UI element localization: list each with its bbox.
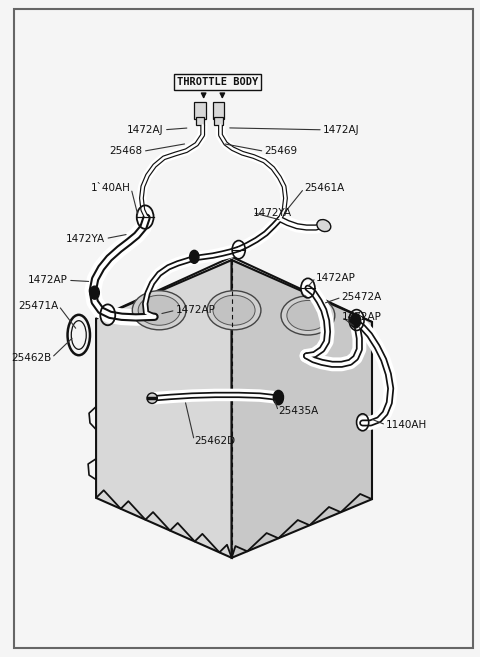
- Ellipse shape: [207, 290, 261, 330]
- Text: 1472AP: 1472AP: [176, 306, 216, 315]
- Text: 25461A: 25461A: [304, 183, 345, 193]
- Ellipse shape: [317, 219, 331, 231]
- Text: 1472AP: 1472AP: [28, 275, 68, 285]
- Text: 1472YA: 1472YA: [253, 208, 292, 217]
- Circle shape: [90, 286, 99, 299]
- Text: 1`40AH: 1`40AH: [91, 183, 131, 193]
- Text: 1472AP: 1472AP: [316, 273, 356, 283]
- FancyBboxPatch shape: [215, 118, 223, 125]
- Polygon shape: [96, 260, 232, 558]
- Circle shape: [350, 313, 361, 328]
- Ellipse shape: [287, 300, 329, 330]
- Text: 25435A: 25435A: [278, 406, 319, 417]
- Text: 1472AP: 1472AP: [342, 312, 382, 322]
- FancyBboxPatch shape: [14, 9, 472, 648]
- Text: 1472YA: 1472YA: [66, 234, 106, 244]
- Circle shape: [273, 390, 284, 405]
- FancyBboxPatch shape: [194, 102, 205, 119]
- Text: THROTTLE BODY: THROTTLE BODY: [177, 78, 258, 87]
- Text: 1140AH: 1140AH: [386, 420, 427, 430]
- Ellipse shape: [147, 393, 157, 403]
- Text: 1472AJ: 1472AJ: [323, 125, 360, 135]
- Text: 25468: 25468: [110, 147, 143, 156]
- FancyBboxPatch shape: [213, 102, 224, 119]
- Text: 1472AJ: 1472AJ: [127, 125, 164, 135]
- Polygon shape: [232, 260, 372, 558]
- Ellipse shape: [213, 295, 255, 325]
- Text: 25462B: 25462B: [12, 353, 52, 363]
- Ellipse shape: [72, 321, 86, 350]
- Ellipse shape: [138, 295, 180, 325]
- Text: 25469: 25469: [264, 147, 298, 156]
- Ellipse shape: [68, 315, 90, 355]
- Text: 25462D: 25462D: [194, 436, 235, 445]
- Circle shape: [190, 250, 199, 263]
- FancyBboxPatch shape: [196, 118, 204, 125]
- Text: 25472A: 25472A: [342, 292, 382, 302]
- Text: 25471A: 25471A: [18, 301, 59, 311]
- Ellipse shape: [281, 296, 335, 335]
- Ellipse shape: [132, 290, 186, 330]
- Polygon shape: [96, 257, 372, 325]
